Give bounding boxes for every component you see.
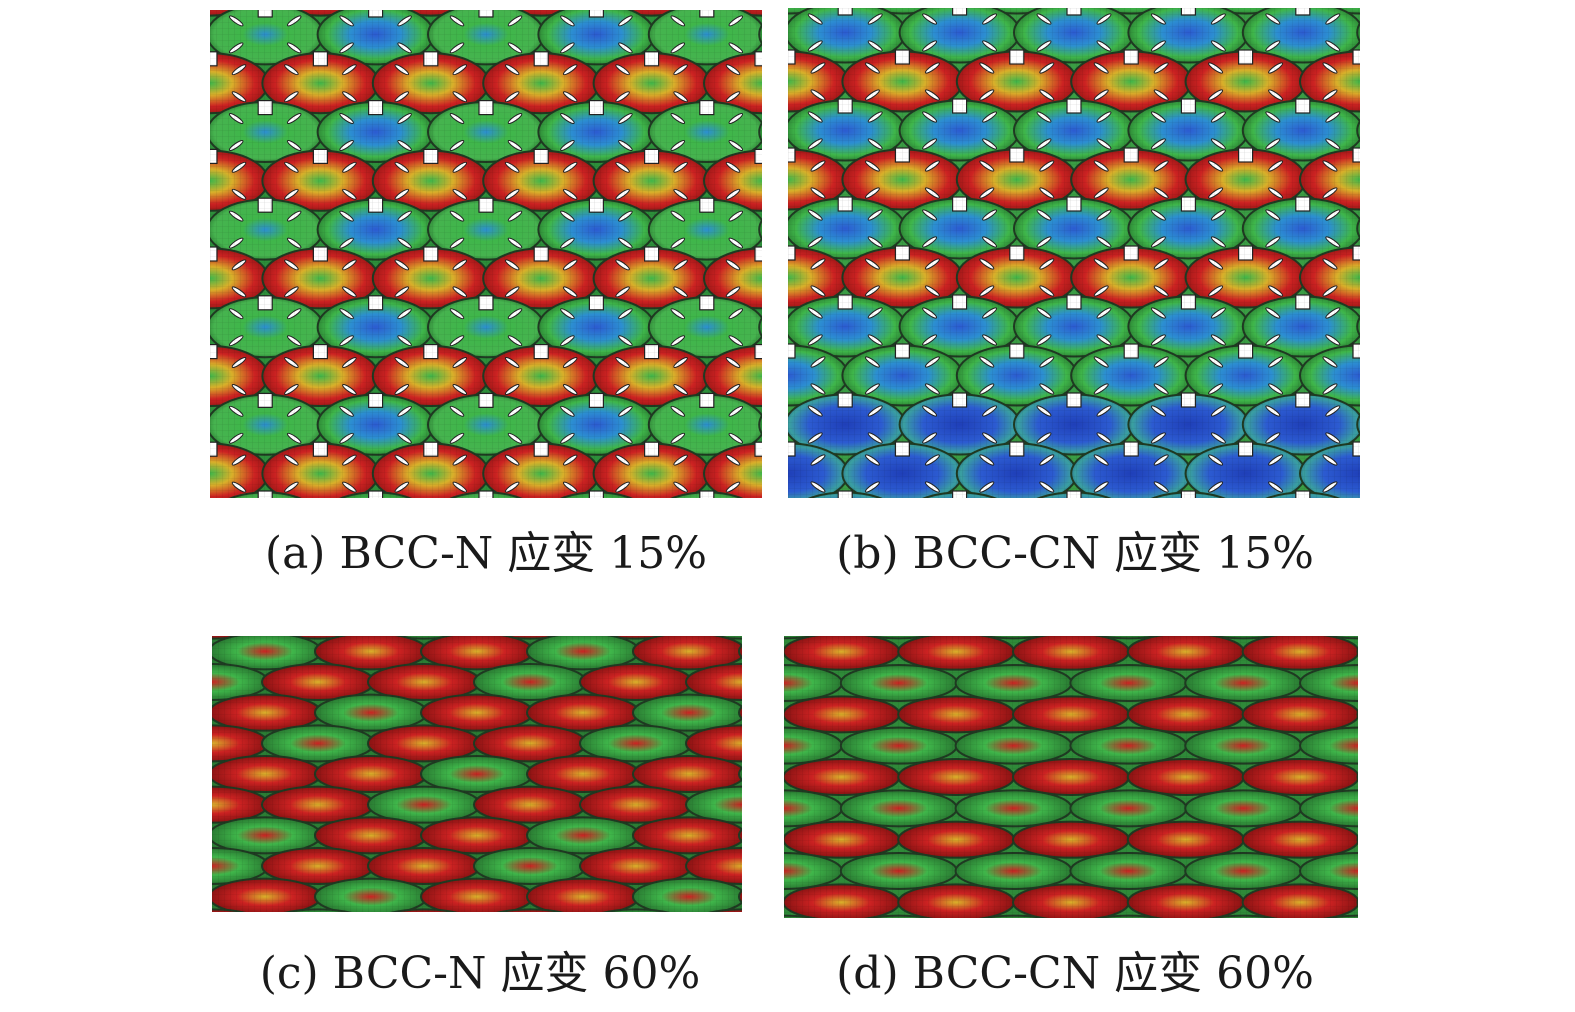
panel-b-bcc-cn-15 <box>788 8 1360 498</box>
caption-a: (a) BCC-N 应变 15% <box>264 528 708 579</box>
caption-d: (d) BCC-CN 应变 60% <box>836 948 1314 999</box>
panel-c-image <box>212 636 742 912</box>
panel-a-image <box>210 10 762 498</box>
panel-d-image <box>784 636 1358 918</box>
panel-a-bcc-n-15 <box>210 10 762 498</box>
panel-c-bcc-n-60 <box>212 636 742 912</box>
panel-b-image <box>788 8 1360 498</box>
caption-b: (b) BCC-CN 应变 15% <box>836 528 1314 579</box>
caption-c: (c) BCC-N 应变 60% <box>259 948 701 999</box>
panel-d-bcc-cn-60 <box>784 636 1358 918</box>
